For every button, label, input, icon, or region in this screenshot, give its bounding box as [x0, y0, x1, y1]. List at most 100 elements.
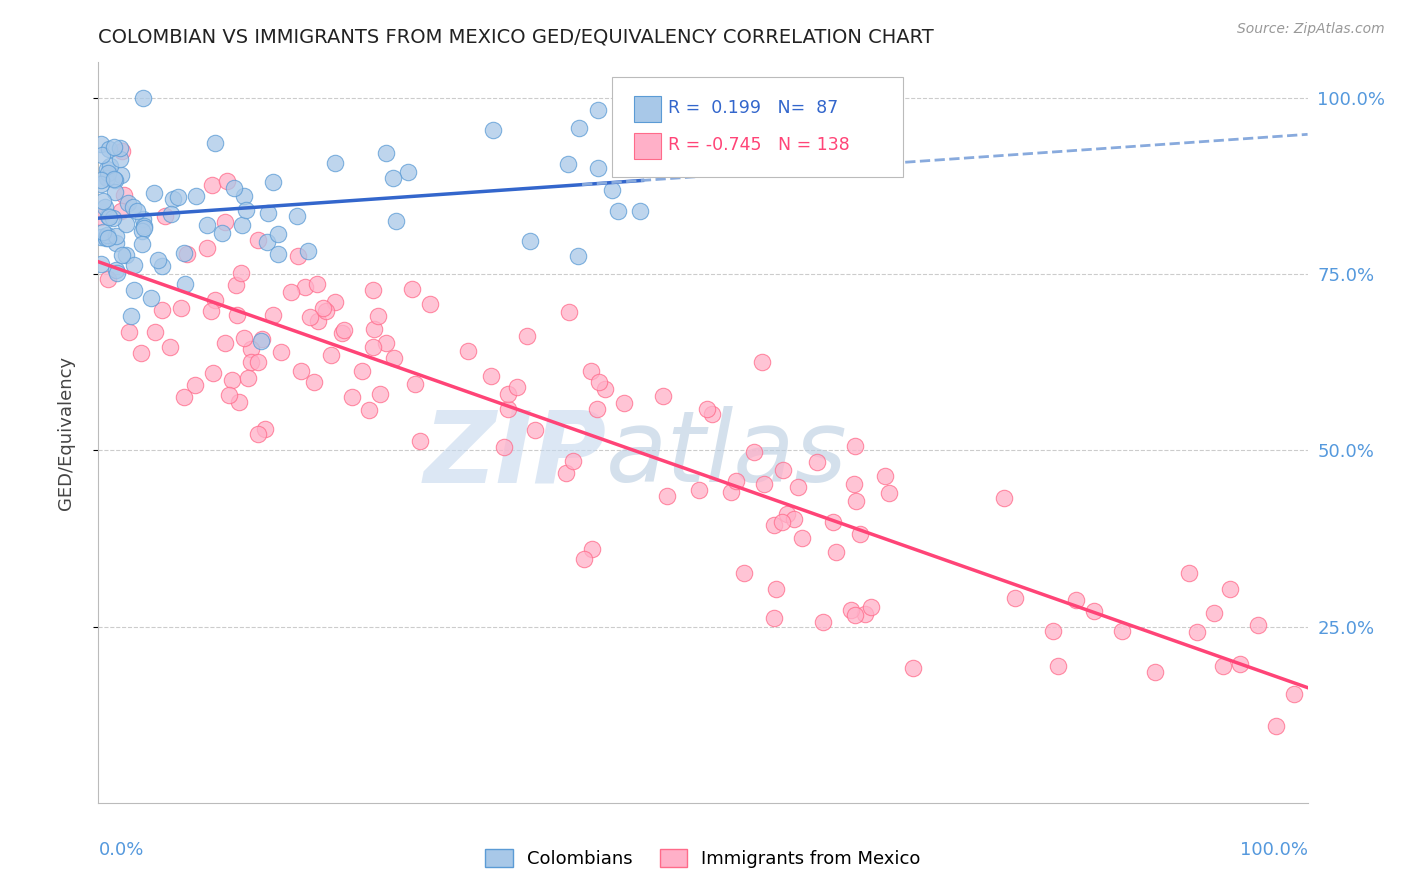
Point	[173, 391, 195, 405]
Point	[184, 378, 207, 392]
Point	[305, 277, 328, 291]
Point	[419, 297, 441, 311]
Point	[409, 434, 432, 449]
Point	[330, 326, 353, 340]
Point	[256, 235, 278, 250]
Point	[159, 207, 181, 221]
Point	[457, 343, 479, 358]
Point	[105, 262, 128, 277]
Point	[700, 407, 723, 421]
Point	[103, 171, 125, 186]
Point	[1264, 718, 1286, 732]
Point	[720, 485, 742, 500]
Point	[257, 205, 280, 219]
Point	[782, 511, 804, 525]
Point	[811, 615, 834, 629]
FancyBboxPatch shape	[613, 78, 903, 178]
Point	[600, 183, 623, 197]
Point	[581, 541, 603, 556]
Point	[211, 226, 233, 240]
Point	[218, 388, 240, 402]
Point	[844, 439, 866, 453]
Point	[381, 170, 404, 185]
Point	[607, 204, 630, 219]
Point	[134, 219, 156, 233]
Point	[321, 348, 343, 362]
Point	[184, 189, 207, 203]
Point	[806, 455, 828, 469]
Point	[770, 515, 793, 529]
Point	[270, 344, 292, 359]
Point	[125, 203, 148, 218]
Point	[285, 209, 308, 223]
Point	[90, 172, 112, 186]
Point	[150, 259, 173, 273]
Point	[1282, 686, 1305, 700]
Point	[131, 236, 153, 251]
Point	[114, 248, 136, 262]
Point	[262, 308, 284, 322]
Point	[247, 355, 270, 369]
Point	[280, 285, 302, 300]
Point	[733, 566, 755, 581]
Point	[307, 313, 329, 327]
Point	[214, 335, 236, 350]
Point	[233, 331, 256, 345]
Point	[396, 165, 419, 179]
Point	[651, 389, 673, 403]
Legend: Colombians, Immigrants from Mexico: Colombians, Immigrants from Mexico	[478, 841, 928, 875]
Point	[340, 390, 363, 404]
Point	[233, 189, 256, 203]
Bar	[634, 95, 661, 121]
Point	[496, 386, 519, 401]
Point	[368, 386, 391, 401]
Point	[506, 380, 529, 394]
Point	[742, 445, 765, 459]
Point	[628, 204, 651, 219]
Point	[97, 272, 120, 286]
Point	[239, 354, 262, 368]
Point	[122, 258, 145, 272]
Point	[131, 224, 153, 238]
Point	[111, 248, 134, 262]
Point	[236, 371, 259, 385]
Point	[90, 136, 112, 151]
Point	[90, 230, 112, 244]
Point	[97, 165, 120, 179]
Point	[153, 209, 176, 223]
Point	[225, 277, 247, 292]
Point	[229, 266, 252, 280]
Point	[121, 309, 143, 323]
Point	[115, 218, 138, 232]
Point	[132, 91, 155, 105]
Point	[588, 103, 610, 117]
Point	[290, 364, 312, 378]
Point	[823, 515, 845, 529]
Point	[375, 145, 398, 160]
Point	[1212, 659, 1234, 673]
Point	[772, 463, 794, 477]
Point	[240, 342, 263, 356]
Point	[844, 608, 866, 623]
Point	[110, 153, 132, 167]
Point	[104, 236, 127, 251]
Point	[845, 494, 868, 508]
Point	[150, 302, 173, 317]
Point	[112, 188, 135, 202]
Point	[859, 599, 882, 614]
Point	[200, 303, 222, 318]
Point	[110, 204, 132, 219]
Point	[129, 346, 152, 360]
Point	[96, 162, 118, 177]
Point	[1204, 606, 1226, 620]
Point	[173, 277, 195, 291]
Point	[246, 233, 269, 247]
Point	[262, 175, 284, 189]
Point	[98, 211, 121, 225]
Point	[323, 295, 346, 310]
Point	[1143, 665, 1166, 679]
Text: R =  0.199   N=  87: R = 0.199 N= 87	[668, 99, 838, 117]
Point	[877, 486, 900, 500]
Point	[176, 247, 198, 261]
Point	[297, 244, 319, 259]
